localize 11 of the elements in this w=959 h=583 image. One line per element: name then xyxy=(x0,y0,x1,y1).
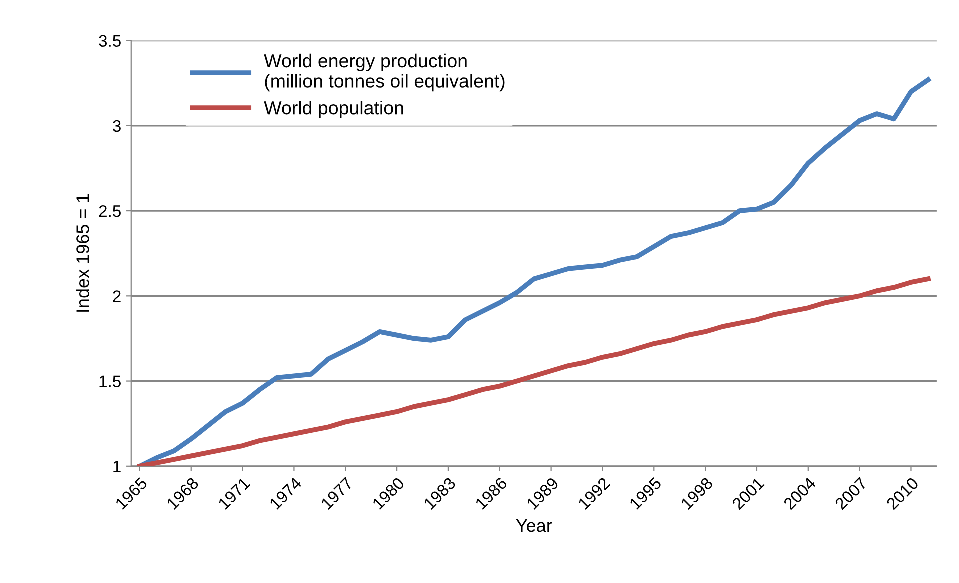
y-axis-title: Index 1965 = 1 xyxy=(76,194,90,312)
x-axis-title: Year xyxy=(516,520,552,532)
y-tick-label: 2 xyxy=(113,290,121,302)
y-tick-label: 3.5 xyxy=(99,35,121,48)
line-series xyxy=(138,276,931,466)
y-tick-label: 1.5 xyxy=(100,376,121,388)
y-tick-label: 3 xyxy=(113,120,121,132)
legend-label: World population xyxy=(264,100,404,118)
legend-label: World energy production (million tonnes oil equivalent) xyxy=(264,54,505,92)
y-tick-label: 2.5 xyxy=(99,205,121,218)
y-tick-label: 1 xyxy=(114,460,121,472)
